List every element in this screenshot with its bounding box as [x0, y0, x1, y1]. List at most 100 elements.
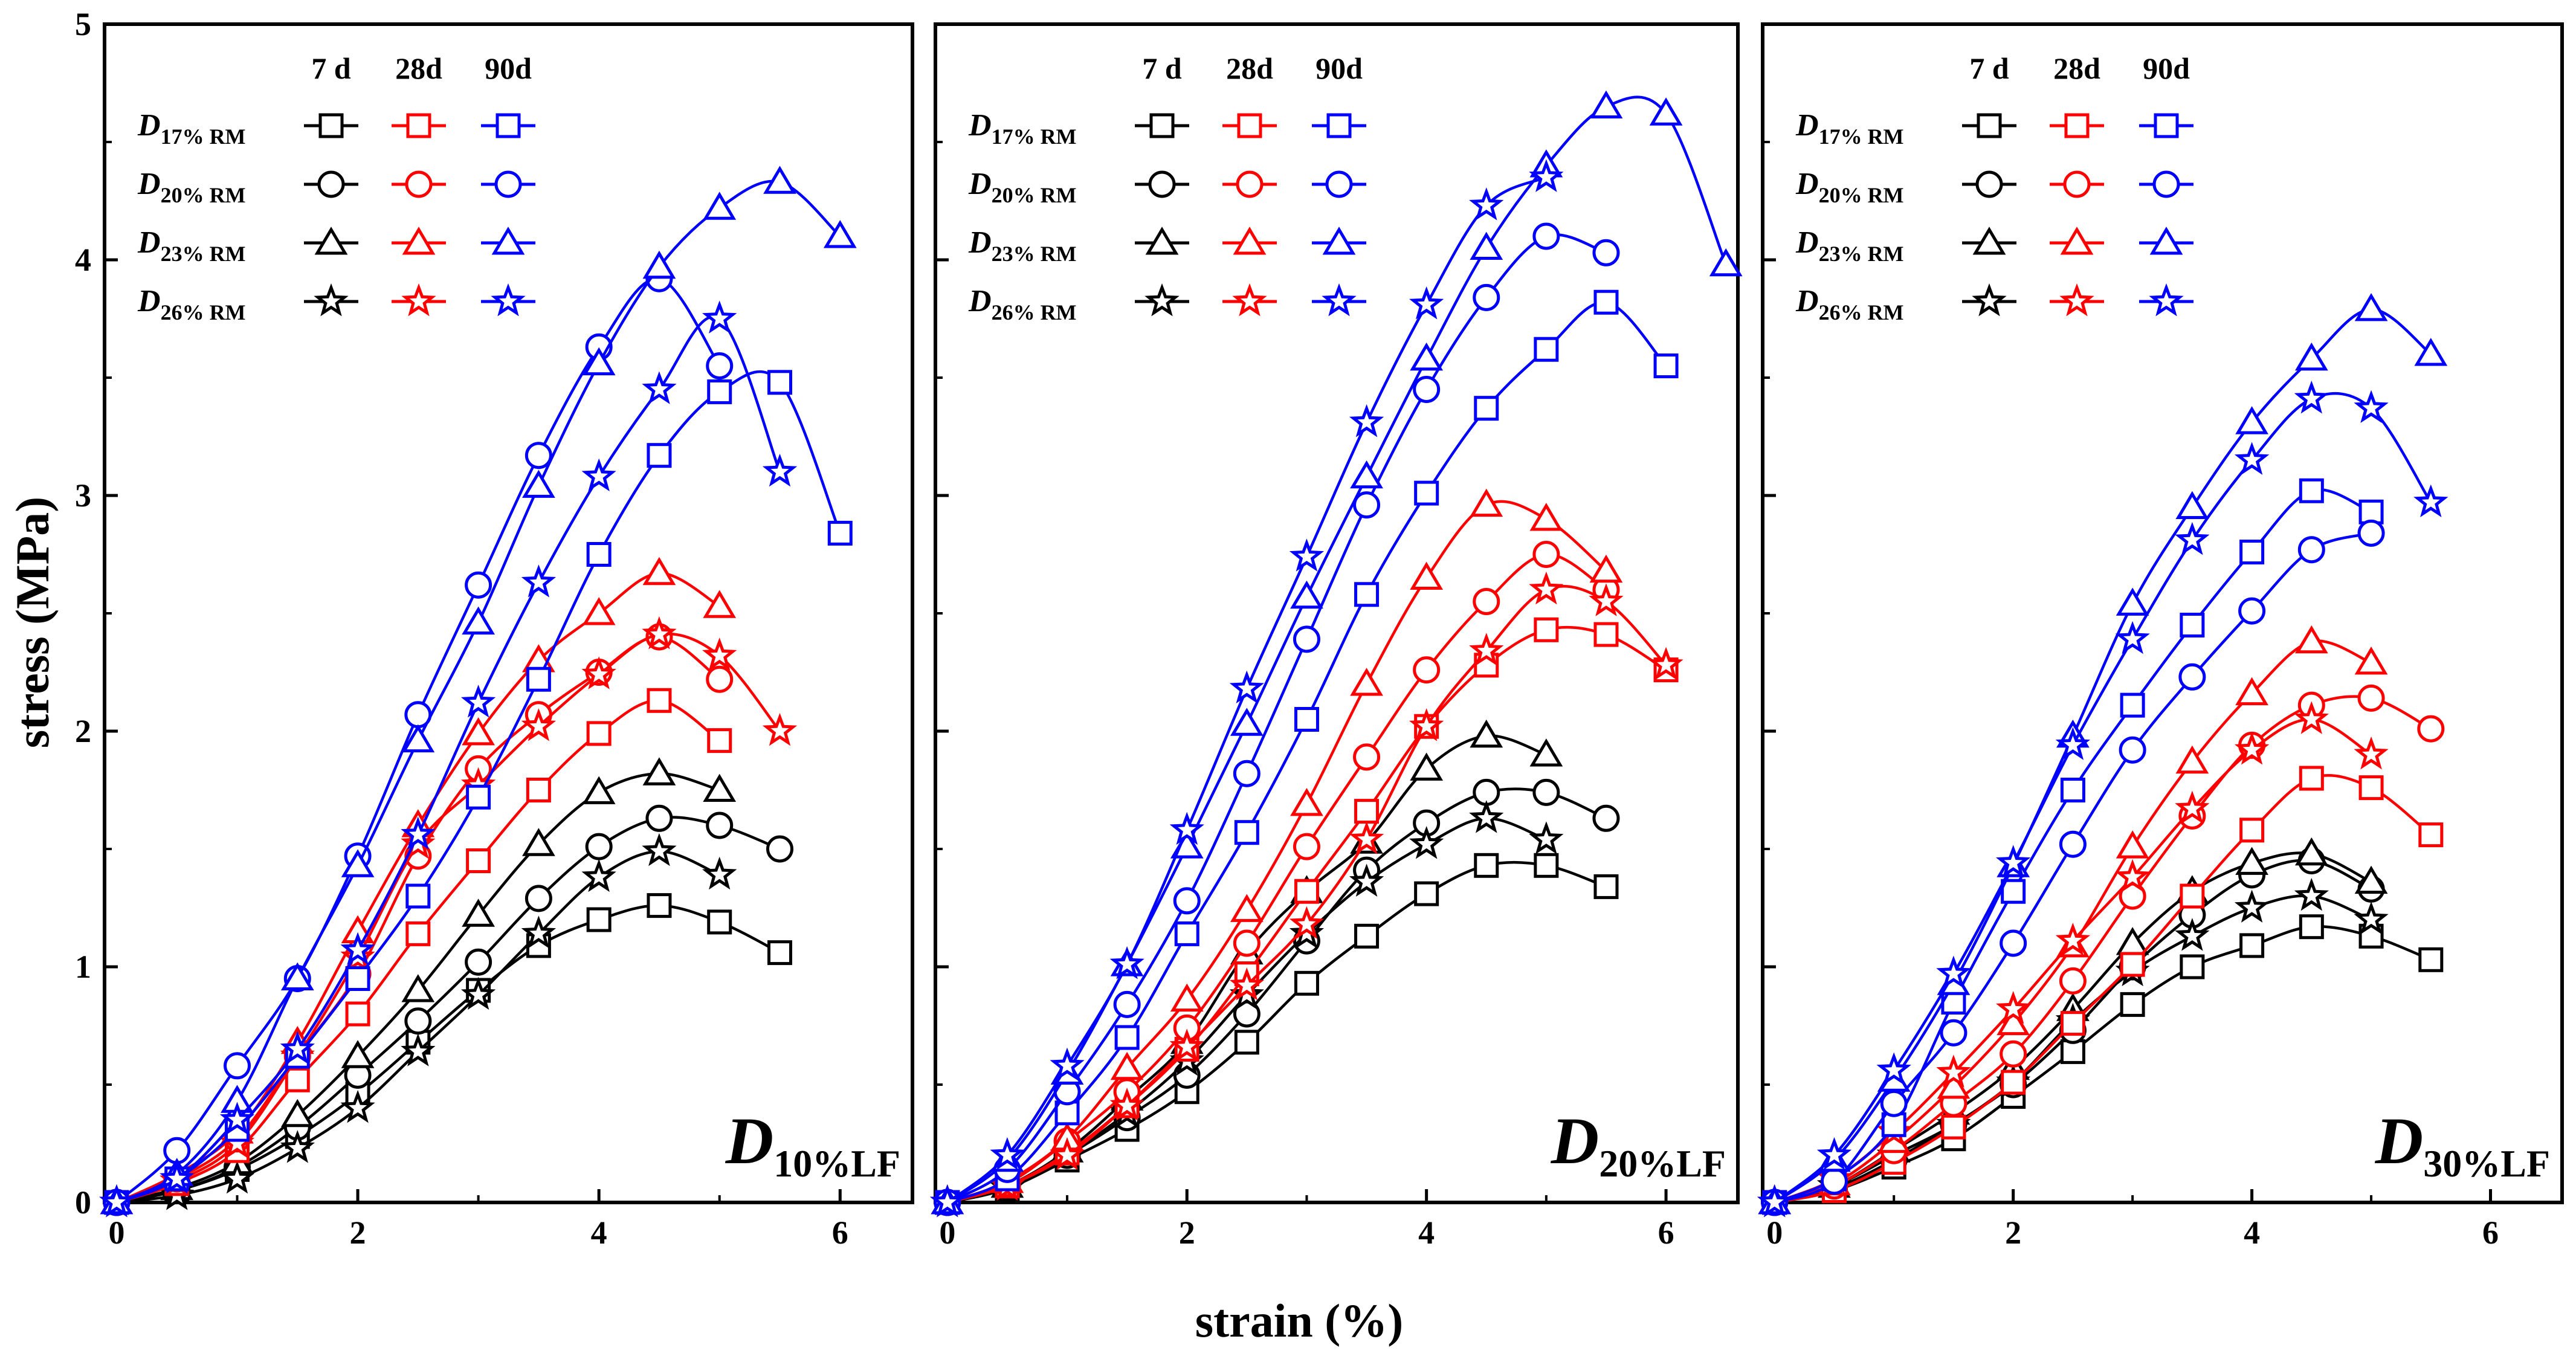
data-point	[1350, 668, 1383, 696]
x-tick-label: 2	[350, 1215, 366, 1251]
data-point	[2354, 736, 2389, 770]
data-point	[2055, 922, 2091, 956]
data-point	[2175, 521, 2210, 555]
data-point	[2178, 663, 2206, 691]
x-tick-label: 0	[108, 1215, 124, 1251]
data-point	[401, 1033, 436, 1067]
data-point	[401, 826, 436, 859]
data-point	[990, 1137, 1025, 1170]
data-point	[401, 974, 435, 1002]
data-point	[1592, 804, 1620, 832]
data-point	[1996, 845, 2031, 878]
panel-label: D30%LF	[2375, 1104, 2550, 1185]
data-point	[767, 940, 792, 966]
series-line	[116, 699, 720, 1204]
data-point	[1757, 1184, 1792, 1218]
data-point	[1469, 633, 1504, 666]
data-point	[1589, 583, 1624, 616]
data-point	[345, 966, 370, 991]
legend-label: D26% RM	[1795, 284, 1904, 324]
data-point	[1110, 1051, 1144, 1080]
data-point	[703, 192, 737, 220]
data-point	[585, 833, 613, 860]
data-point	[2294, 625, 2328, 654]
data-point	[762, 712, 798, 746]
data-point	[1349, 863, 1384, 897]
legend-marker	[1325, 170, 1353, 198]
data-point	[2358, 775, 2384, 801]
data-point	[762, 453, 798, 487]
data-point	[2294, 877, 2329, 911]
data-point	[1936, 955, 1971, 989]
data-point	[2354, 865, 2388, 894]
data-point	[1234, 1030, 1259, 1055]
data-point	[2119, 736, 2146, 764]
legend-label: D20% RM	[1795, 167, 1904, 207]
legend-header: 28d	[1226, 51, 1273, 85]
legend-marker	[2059, 283, 2094, 317]
data-point	[586, 907, 612, 932]
data-point	[1289, 906, 1325, 940]
legend-label: D23% RM	[137, 225, 246, 266]
data-point	[160, 1160, 195, 1194]
data-point	[1880, 1089, 1908, 1117]
data-point	[1648, 647, 1683, 680]
data-point	[2294, 837, 2328, 866]
legend-label: D23% RM	[968, 225, 1077, 266]
data-point	[642, 757, 676, 786]
series-line	[1774, 532, 2372, 1204]
data-point	[1413, 376, 1441, 403]
data-point	[1294, 970, 1319, 996]
data-point	[1050, 1047, 1085, 1081]
data-point	[2297, 536, 2325, 564]
data-point	[521, 915, 557, 949]
legend-marker	[1148, 170, 1176, 198]
y-axis-label: stress (MPa)	[6, 497, 59, 749]
data-point	[1941, 1114, 1966, 1140]
data-point	[1234, 820, 1259, 845]
data-point	[466, 784, 491, 810]
data-point	[1354, 582, 1380, 607]
data-point	[1350, 460, 1383, 489]
data-point	[2116, 587, 2149, 616]
series-line	[946, 300, 1667, 1204]
panel-3: 0 2 4 6 7 d 28d 90d D17% RM D20% RM D23% RM D26% R…	[1757, 22, 2564, 1251]
data-point	[224, 1052, 251, 1080]
data-point	[1230, 894, 1264, 922]
data-point	[581, 458, 616, 492]
data-point	[1593, 289, 1619, 315]
data-point	[1534, 617, 1559, 642]
data-point	[460, 685, 496, 718]
data-point	[2234, 889, 2270, 923]
data-point	[2235, 406, 2268, 434]
data-point	[521, 564, 557, 598]
data-point	[1529, 571, 1564, 605]
x-tick-label: 0	[939, 1215, 955, 1251]
y-tick-label: 3	[75, 477, 91, 514]
series-line	[1774, 695, 2432, 1204]
data-point	[2001, 1070, 2026, 1095]
legend-marker	[1144, 283, 1180, 317]
legend-header: 7 d	[1969, 51, 2009, 85]
data-point	[582, 776, 616, 804]
data-point	[2357, 519, 2385, 547]
data-point	[1414, 480, 1439, 506]
data-point	[280, 1130, 315, 1163]
data-point	[1349, 404, 1384, 437]
legend-header: 7 d	[311, 51, 351, 85]
data-point	[2001, 879, 2026, 904]
data-point	[586, 721, 612, 746]
data-point	[2120, 992, 2145, 1017]
data-point	[707, 728, 732, 753]
data-point	[702, 637, 737, 671]
legend: 7 d 28d 90d D17% RM D20% RM D23% RM D26% RM	[137, 51, 535, 324]
data-point	[642, 616, 677, 650]
legend-marker	[1977, 113, 2002, 138]
y-tick-label: 5	[75, 6, 91, 42]
data-point	[1294, 707, 1319, 732]
data-point	[1290, 787, 1323, 816]
data-point	[1653, 353, 1679, 378]
data-point	[647, 688, 672, 713]
legend-marker	[2149, 283, 2184, 317]
legend-marker	[2064, 113, 2090, 138]
